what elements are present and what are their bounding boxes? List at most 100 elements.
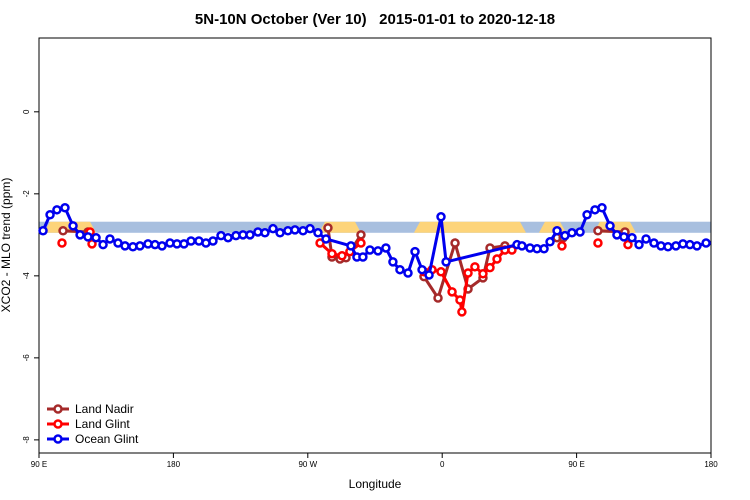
highlight-range — [413, 221, 527, 233]
data-point — [450, 238, 460, 248]
data-point — [358, 252, 368, 262]
data-point — [381, 243, 391, 253]
data-point — [634, 239, 644, 250]
data-point — [597, 203, 607, 213]
data-point — [68, 221, 78, 231]
data-point — [539, 244, 549, 254]
data-point — [692, 241, 702, 251]
data-point — [245, 230, 255, 240]
data-point — [346, 241, 356, 251]
data-point — [593, 238, 603, 248]
data-point — [485, 262, 495, 273]
data-point — [321, 234, 331, 244]
data-point — [91, 232, 101, 243]
data-point — [157, 241, 167, 251]
data-point — [582, 209, 592, 220]
data-point — [403, 268, 413, 278]
data-point — [388, 257, 398, 267]
data-point — [356, 230, 366, 240]
y-axis-label: XCO2 - MLO trend (ppm) — [0, 178, 13, 313]
data-point — [313, 228, 323, 238]
data-point — [545, 237, 555, 247]
data-point — [410, 246, 420, 257]
data-point — [87, 239, 97, 249]
x-tick-label: 90 E — [31, 460, 47, 469]
chart-title: 5N-10N October (Ver 10) 2015-01-01 to 20… — [195, 11, 555, 28]
data-point — [52, 205, 62, 215]
data-point — [58, 225, 68, 236]
legend-label: Land Glint — [75, 417, 130, 431]
data-point — [223, 232, 233, 243]
data-point — [424, 270, 434, 280]
legend-marker — [53, 419, 63, 429]
legend-marker — [53, 434, 63, 444]
data-point — [557, 241, 567, 251]
data-point — [98, 239, 108, 250]
x-tick-label: 90 E — [568, 460, 584, 469]
data-point — [186, 236, 196, 246]
data-point — [323, 223, 333, 233]
data-point — [120, 241, 130, 251]
data-point — [470, 262, 480, 272]
data-point — [135, 241, 145, 251]
legend-marker — [53, 404, 63, 414]
data-point — [105, 234, 115, 244]
data-point — [305, 223, 315, 234]
x-tick-label: 180 — [704, 460, 718, 469]
data-point — [457, 307, 467, 317]
data-point — [337, 251, 347, 261]
legend-label: Land Nadir — [75, 402, 134, 416]
data-point — [45, 209, 55, 220]
x-tick-label: 90 W — [298, 460, 317, 469]
data-point — [268, 223, 278, 234]
data-point — [436, 266, 446, 277]
data-point — [623, 239, 633, 250]
y-tick-label: 0 — [22, 109, 31, 114]
data-point — [701, 238, 711, 248]
data-point — [433, 293, 443, 303]
data-point — [478, 269, 488, 279]
data-point — [441, 257, 451, 267]
data-point — [38, 225, 48, 236]
data-point — [455, 295, 465, 305]
data-point — [641, 234, 651, 244]
data-point — [395, 264, 405, 275]
data-point — [208, 236, 218, 246]
data-point — [627, 232, 637, 243]
y-tick-label: -6 — [22, 354, 31, 362]
data-point — [593, 225, 603, 236]
data-point — [619, 232, 629, 242]
plot-frame — [38, 37, 712, 454]
data-point — [492, 254, 502, 264]
data-point — [315, 238, 325, 248]
y-tick-label: -8 — [22, 436, 31, 444]
data-point — [260, 228, 270, 238]
data — [38, 203, 711, 317]
data-point — [60, 203, 70, 213]
data-point — [365, 245, 375, 255]
data-point — [447, 287, 457, 297]
data-point — [567, 228, 577, 238]
data-point — [663, 241, 673, 252]
data-point — [436, 212, 446, 222]
axes: 90 E 180 90 W 0 90 E 180 0 -2 -4 -6 -8 — [22, 37, 718, 469]
data-point — [605, 221, 615, 231]
data-point — [517, 241, 527, 251]
data-point — [417, 264, 427, 275]
data-point — [75, 230, 85, 240]
x-tick-label: 180 — [167, 460, 181, 469]
y-tick-label: -4 — [22, 272, 31, 280]
data-point — [356, 238, 366, 248]
data-point — [373, 246, 383, 256]
data-point — [552, 225, 562, 236]
data-point — [57, 238, 67, 248]
data-point — [327, 248, 337, 259]
data-point — [275, 228, 285, 238]
reference-band — [39, 221, 711, 233]
data-point — [575, 227, 585, 237]
x-axis-label: Longitude — [349, 477, 402, 491]
data-point — [463, 268, 473, 278]
